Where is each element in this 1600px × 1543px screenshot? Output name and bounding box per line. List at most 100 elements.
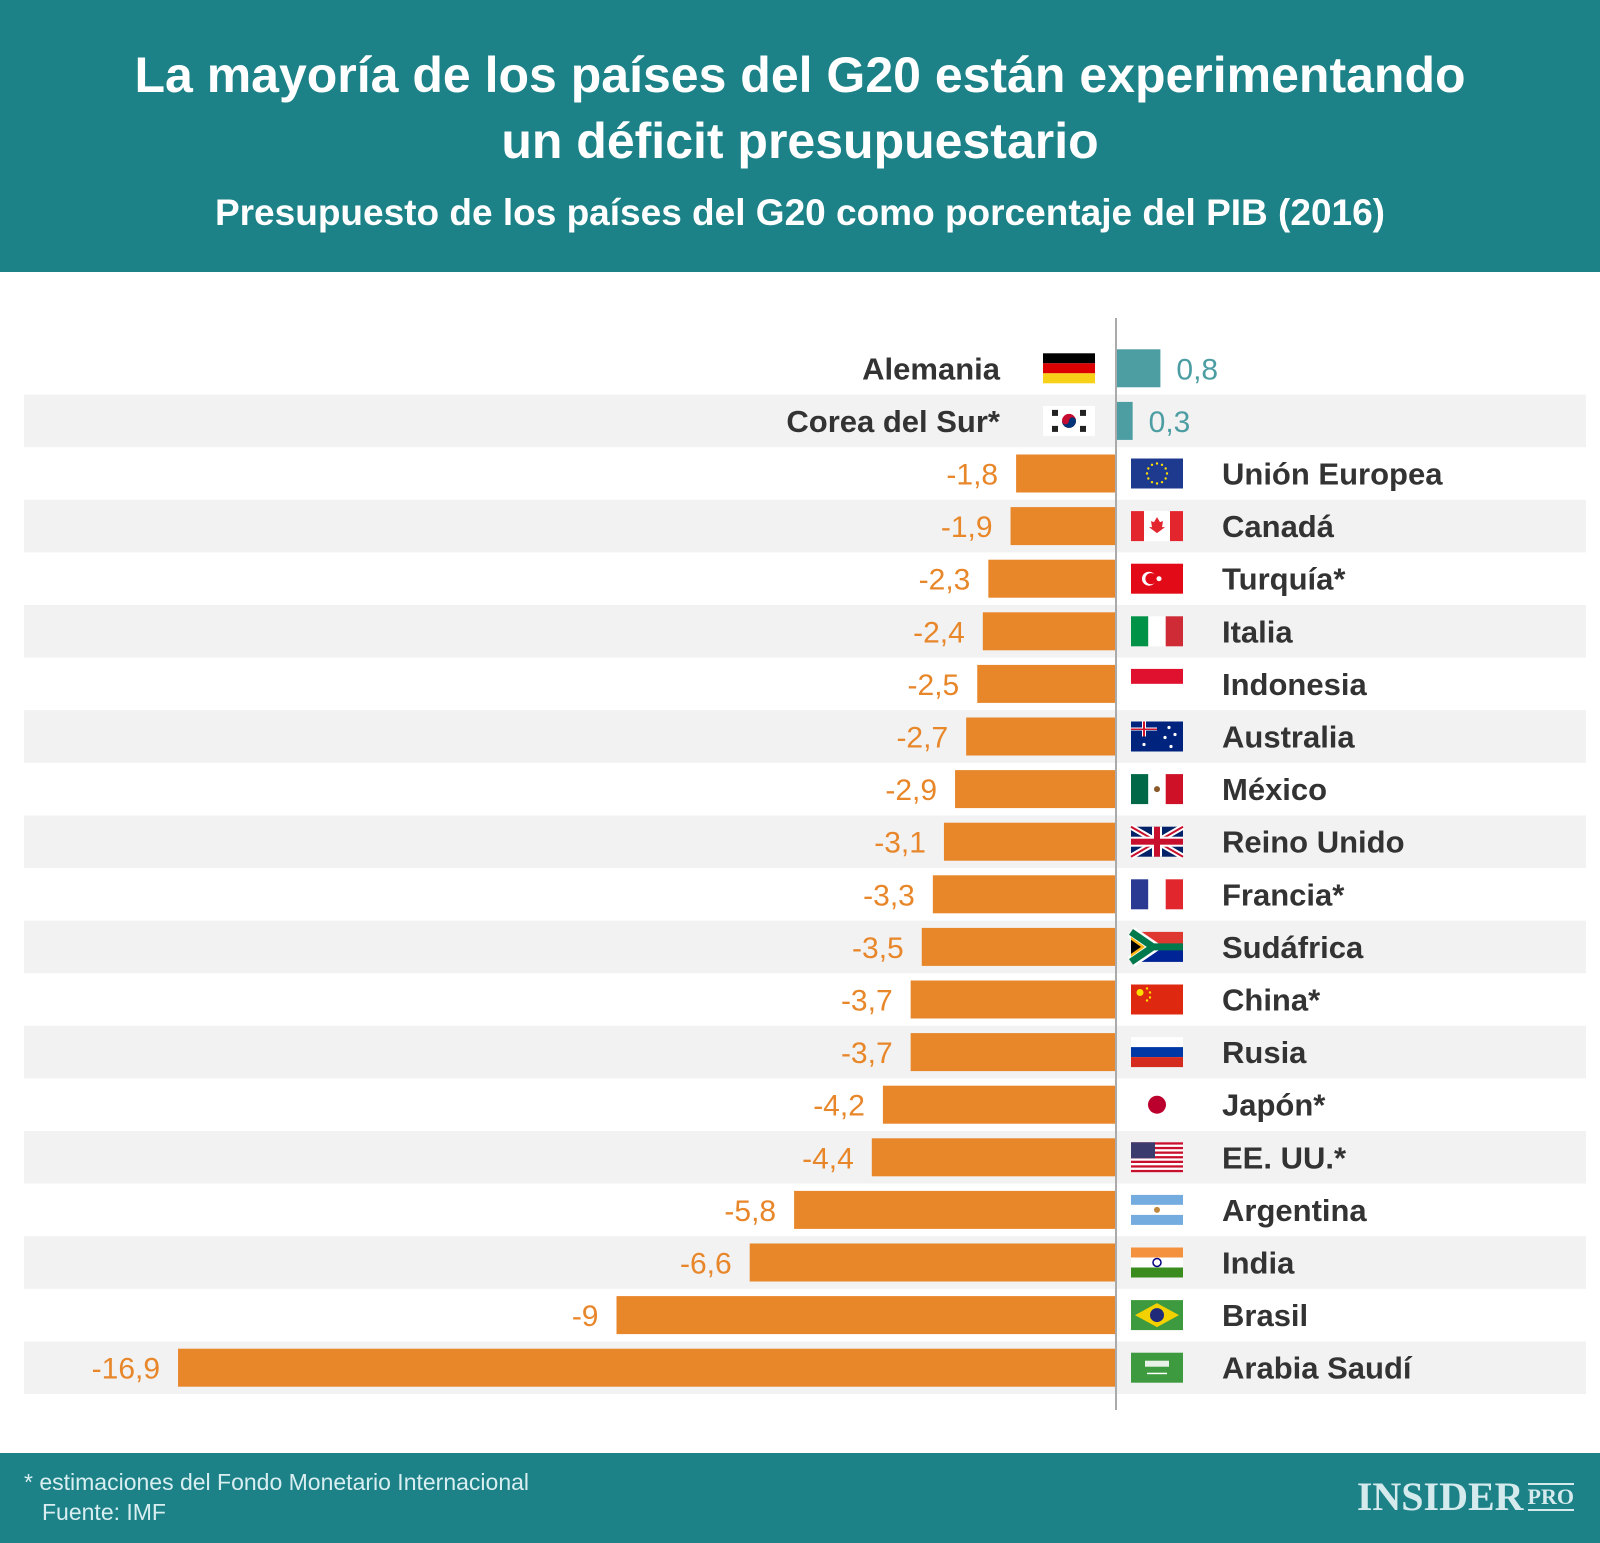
- category-label: Reino Unido: [1222, 825, 1405, 860]
- category-label: Unión Europea: [1222, 457, 1443, 492]
- value-label: -2,7: [896, 722, 948, 755]
- category-label: Argentina: [1222, 1193, 1367, 1228]
- flag-tr-icon: [1131, 563, 1183, 594]
- bar-row: -3,3 Francia*: [863, 875, 1345, 914]
- flag-br-icon: [1131, 1300, 1183, 1331]
- footnote-text: * estimaciones del Fondo Monetario Inter…: [24, 1469, 530, 1495]
- flag-eu-icon: [1131, 458, 1183, 489]
- bar-chart: 0,8 Alemania 0,3 Corea del Sur* -1,8 Unión Eu…: [24, 318, 1586, 1410]
- value-label: -2,4: [913, 616, 965, 649]
- flag-de-icon: [1043, 353, 1095, 384]
- value-label: -3,5: [852, 932, 904, 965]
- chart-subtitle: Presupuesto de los países del G20 como p…: [214, 192, 1386, 233]
- bar-row: -2,5 Indonesia: [908, 664, 1367, 703]
- category-label: Brasil: [1222, 1298, 1308, 1333]
- value-label: -4,4: [802, 1142, 854, 1175]
- category-label: Alemania: [862, 351, 1001, 386]
- row-stripe: [24, 499, 1586, 553]
- title-line-1: La mayoría de los países del G20 están e…: [134, 47, 1466, 103]
- category-label: Sudáfrica: [1222, 930, 1364, 965]
- bar-row: -3,1 Reino Unido: [24, 815, 1586, 868]
- value-label: -4,2: [813, 1090, 865, 1123]
- header: La mayoría de los países del G20 están e…: [0, 0, 1600, 272]
- flag-in-icon: [1131, 1247, 1183, 1278]
- row-stripe: [24, 710, 1586, 763]
- flag-mx-icon: [1131, 774, 1183, 805]
- category-label: China*: [1222, 983, 1321, 1018]
- flag-cn-icon: [1131, 984, 1183, 1015]
- flag-fr-icon: [1131, 879, 1183, 910]
- row-stripe: [24, 605, 1586, 658]
- bar-row: -3,7 Rusia: [24, 1025, 1586, 1079]
- bar: [882, 1085, 1116, 1124]
- category-label: India: [1222, 1246, 1295, 1281]
- value-label: -1,9: [941, 511, 993, 544]
- row-stripe: [24, 1131, 1586, 1184]
- insider-pro-logo: INSIDER PRO: [1357, 1473, 1574, 1520]
- bar: [982, 612, 1116, 651]
- category-label: Francia*: [1222, 877, 1345, 912]
- bar: [1010, 507, 1116, 546]
- chart-title: La mayoría de los países del G20 están e…: [0, 42, 1600, 174]
- value-label: -3,7: [841, 1037, 893, 1070]
- category-label: Australia: [1222, 720, 1355, 755]
- flag-au-icon: [1131, 721, 1183, 752]
- value-label: -1,8: [946, 459, 998, 492]
- source-text: Fuente: IMF: [42, 1499, 166, 1525]
- bar: [932, 875, 1116, 914]
- category-label: Italia: [1222, 614, 1293, 649]
- category-label: Turquía*: [1222, 562, 1346, 597]
- value-label: -6,6: [680, 1248, 732, 1281]
- bar: [1016, 454, 1116, 493]
- value-label: 0,8: [1176, 353, 1218, 386]
- bar: [966, 717, 1116, 756]
- value-label: -3,1: [874, 827, 926, 860]
- bar: [178, 1348, 1117, 1387]
- row-stripe: [24, 394, 1586, 448]
- row-stripe: [24, 815, 1586, 868]
- bar-row: -3,7 China*: [841, 980, 1321, 1019]
- value-label: 0,3: [1149, 406, 1191, 439]
- bar: [910, 1033, 1116, 1072]
- bar: [871, 1138, 1116, 1177]
- flag-gb-icon: [1129, 824, 1185, 860]
- category-label: México: [1222, 772, 1327, 807]
- flag-it-icon: [1131, 616, 1183, 647]
- bar: [1116, 401, 1133, 440]
- title-line-2: un déficit presupuestario: [501, 113, 1099, 169]
- bar-row: 0,3 Corea del Sur*: [24, 394, 1586, 448]
- bar: [921, 927, 1116, 966]
- category-label: Japón*: [1222, 1088, 1326, 1123]
- bar: [955, 770, 1116, 809]
- bar-row: -2,7 Australia: [24, 710, 1586, 763]
- flag-ru-icon: [1131, 1037, 1183, 1068]
- footnote: * estimaciones del Fondo Monetario Inter…: [24, 1467, 529, 1527]
- flag-jp-icon: [1131, 1089, 1183, 1120]
- bar-row: -1,8 Unión Europea: [946, 454, 1443, 493]
- value-label: -3,7: [841, 985, 893, 1018]
- flag-kr-icon: [1043, 405, 1095, 436]
- category-label: EE. UU.*: [1222, 1140, 1347, 1175]
- bar-row: -2,9 México: [885, 770, 1327, 809]
- bar-row: -16,9 Arabia Saudí: [24, 1341, 1586, 1394]
- flag-ca-icon: [1131, 511, 1183, 542]
- value-label: -2,5: [908, 669, 960, 702]
- bar-row: 0,8 Alemania: [862, 349, 1218, 388]
- footer: * estimaciones del Fondo Monetario Inter…: [0, 1453, 1600, 1543]
- category-label: Arabia Saudí: [1222, 1351, 1413, 1386]
- bar-row: -5,8 Argentina: [724, 1190, 1367, 1229]
- bar-row: -1,9 Canadá: [24, 499, 1586, 553]
- bar: [943, 822, 1116, 861]
- flag-id-icon: [1131, 668, 1183, 699]
- bar: [977, 664, 1116, 703]
- value-label: -3,3: [863, 879, 915, 912]
- flag-us-icon: [1131, 1142, 1183, 1173]
- bar-row: -3,5 Sudáfrica: [24, 920, 1586, 974]
- value-label: -2,3: [919, 564, 971, 597]
- value-label: -5,8: [724, 1195, 776, 1228]
- category-label: Indonesia: [1222, 667, 1367, 702]
- category-label: Canadá: [1222, 509, 1335, 544]
- category-label: Corea del Sur*: [786, 404, 1001, 439]
- bar-row: -6,6 India: [24, 1236, 1586, 1289]
- bar-row: -2,3 Turquía*: [919, 559, 1346, 598]
